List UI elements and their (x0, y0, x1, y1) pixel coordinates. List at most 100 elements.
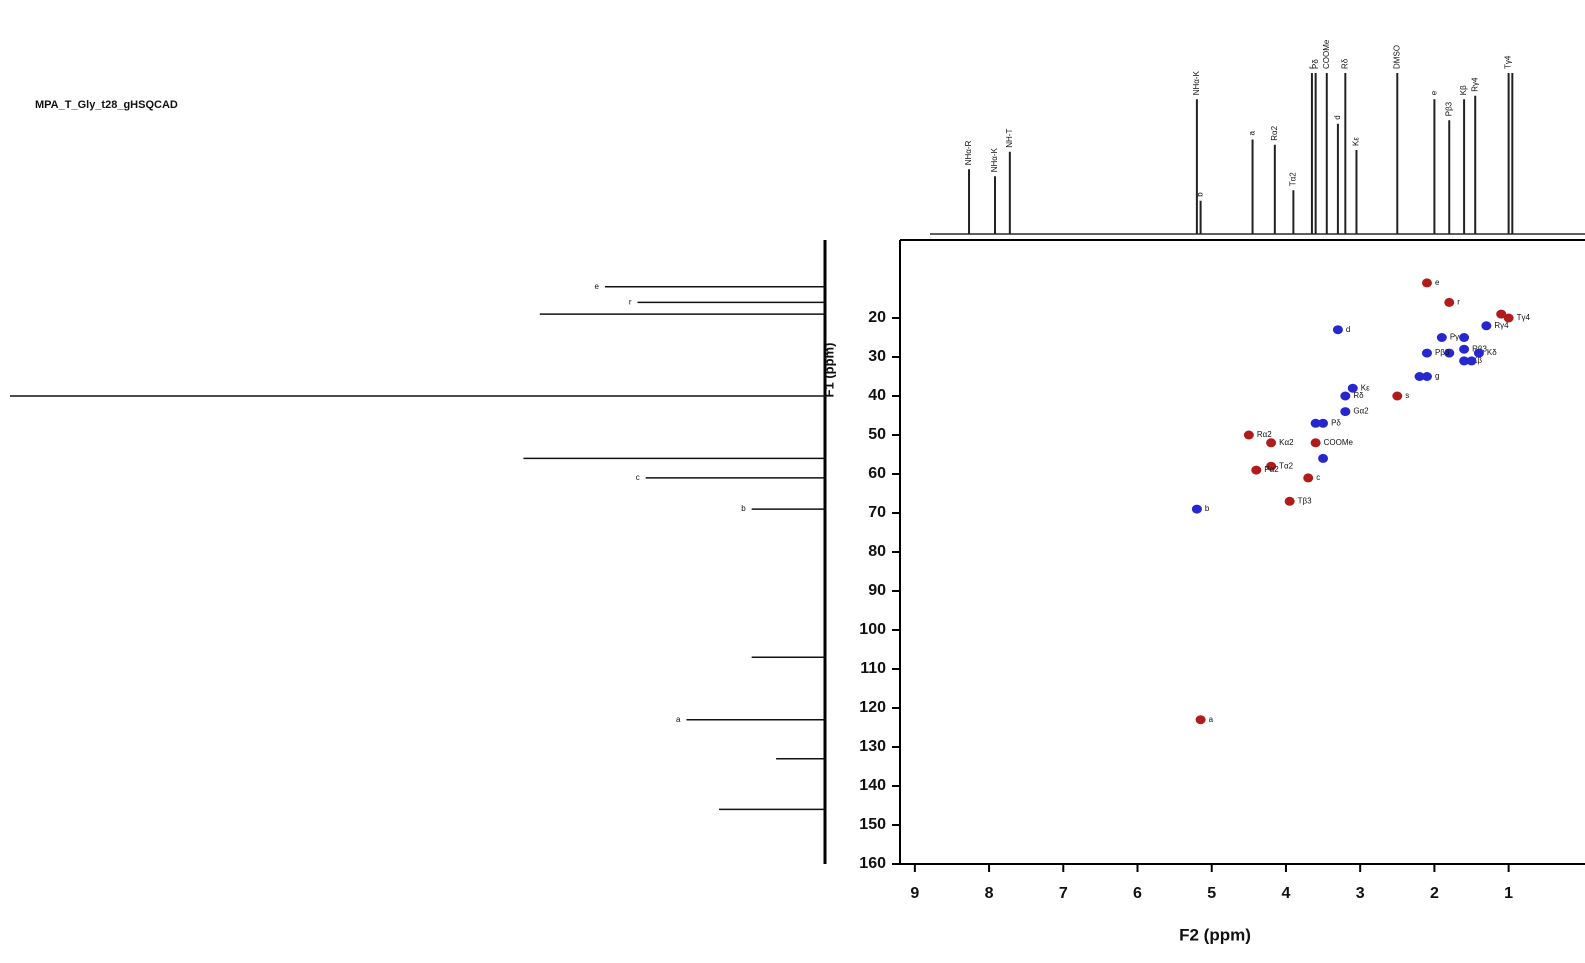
cross-peak (1195, 715, 1206, 725)
top-peak-label: Kε (1352, 137, 1361, 146)
x-tick-label: 3 (1356, 885, 1365, 902)
y-tick-label: 100 (859, 621, 886, 638)
top-peak-label: Rγ4 (1470, 77, 1479, 92)
y-tick-label: 150 (859, 816, 886, 833)
x-tick-label: 5 (1207, 885, 1216, 902)
top-peak-label: b (1196, 192, 1205, 197)
top-peak-label: Tα2 (1288, 172, 1297, 187)
y-tick-label: 90 (868, 582, 886, 599)
peak-label: c (1316, 473, 1320, 482)
cross-peak (1414, 372, 1425, 381)
x-tick-label: 4 (1282, 885, 1291, 902)
peak-label: Tβ3 (1298, 496, 1312, 505)
top-peak-label: a (1248, 131, 1257, 136)
x-tick-label: 8 (985, 885, 994, 902)
left-peak-label: r (629, 298, 632, 307)
top-peak-label: r (1307, 66, 1316, 69)
cross-peak (1332, 325, 1343, 335)
top-peak-label: Pβ3 (1444, 101, 1453, 116)
x-tick-label: 9 (910, 885, 919, 902)
cross-peak (1347, 383, 1358, 393)
cross-peak (1243, 430, 1254, 440)
peak-label: b (1205, 504, 1210, 513)
x-tick-label: 1 (1504, 885, 1513, 902)
cross-peak (1318, 453, 1329, 463)
cross-peak (1251, 465, 1262, 475)
top-peak-label: Rδ (1340, 58, 1349, 69)
y-tick-label: 140 (859, 777, 886, 794)
cross-peak (1459, 344, 1470, 354)
peak-label: Kδ (1487, 348, 1497, 357)
peak-label: Pγ4 (1450, 333, 1464, 342)
peak-label: d (1346, 325, 1350, 334)
cross-peak (1318, 418, 1329, 428)
cross-peak (1436, 333, 1447, 342)
top-peak-label: DMSO (1392, 45, 1401, 69)
cross-peak (1473, 348, 1484, 358)
y-tick-label: 70 (868, 504, 886, 521)
top-peak-label: NHα-K (1192, 70, 1201, 95)
peak-label: Pδ (1331, 418, 1341, 427)
cross-peak (1266, 438, 1277, 448)
x-tick-label: 6 (1133, 885, 1142, 902)
top-peak-label: Kβ (1459, 85, 1468, 95)
y-tick-label: 30 (868, 348, 886, 365)
cross-peak (1310, 438, 1321, 448)
cross-peak (1284, 496, 1295, 506)
peak-label: Kβ (1472, 356, 1482, 365)
cross-peak (1303, 473, 1314, 483)
peak-label: Kα2 (1279, 438, 1294, 447)
top-peak-label: NHα-K (990, 147, 999, 172)
cross-peak (1481, 321, 1492, 331)
left-peak-label: c (636, 473, 640, 482)
cross-peak (1503, 313, 1514, 323)
top-peak-label: NHα-R (964, 140, 973, 165)
peak-label: g (1435, 372, 1439, 381)
peak-label: Tα2 (1279, 461, 1294, 470)
cross-peak (1421, 278, 1432, 288)
y-tick-label: 160 (859, 855, 886, 872)
top-peak-label: d (1333, 115, 1342, 119)
top-peak-label: e (1430, 90, 1439, 95)
chart-title: MPA_T_Gly_t28_gHSQCAD (35, 99, 178, 111)
peak-label: Tγ4 (1517, 313, 1531, 322)
peak-label: Kε (1361, 383, 1370, 392)
top-peak-label: Rα2 (1270, 125, 1279, 140)
peak-label: r (1457, 298, 1460, 307)
peak-label: Pα2 (1264, 465, 1279, 474)
peak-label: Pβ3 (1435, 348, 1450, 357)
peak-label: Rδ (1353, 391, 1364, 400)
cross-peak (1266, 461, 1277, 471)
cross-peak (1459, 356, 1470, 366)
y-tick-label: 40 (868, 387, 886, 404)
y-tick-label: 110 (860, 660, 886, 677)
x-axis-label: F2 (ppm) (1179, 925, 1251, 944)
top-peak-label: Pδ (1311, 59, 1320, 69)
y-tick-label: 120 (859, 699, 886, 716)
left-peak-label: a (676, 715, 681, 724)
top-peak-label: Tγ4 (1504, 55, 1513, 69)
x-tick-label: 7 (1059, 885, 1068, 902)
left-peak-label: b (741, 504, 746, 513)
cross-peak (1310, 418, 1321, 428)
cross-peak (1444, 297, 1455, 307)
peak-label: COOMe (1324, 438, 1354, 447)
y-tick-label: 20 (868, 309, 886, 326)
y-tick-label: 130 (859, 738, 886, 755)
peak-label: Rα2 (1257, 430, 1272, 439)
cross-peak (1444, 348, 1455, 358)
peak-label: a (1209, 715, 1214, 724)
cross-peak (1340, 391, 1351, 401)
cross-peak (1466, 356, 1477, 366)
top-peak-label: COOMe (1322, 39, 1331, 69)
y-tick-label: 60 (868, 465, 886, 482)
cross-peak (1392, 391, 1403, 401)
cross-peak (1421, 348, 1432, 358)
y-tick-label: 80 (868, 543, 886, 560)
top-peak-label: NH-T (1005, 129, 1014, 148)
peak-label: s (1405, 391, 1409, 400)
peak-label: Gα2 (1353, 407, 1369, 416)
peak-label: Rγ4 (1494, 321, 1509, 330)
cross-peak (1459, 333, 1470, 342)
